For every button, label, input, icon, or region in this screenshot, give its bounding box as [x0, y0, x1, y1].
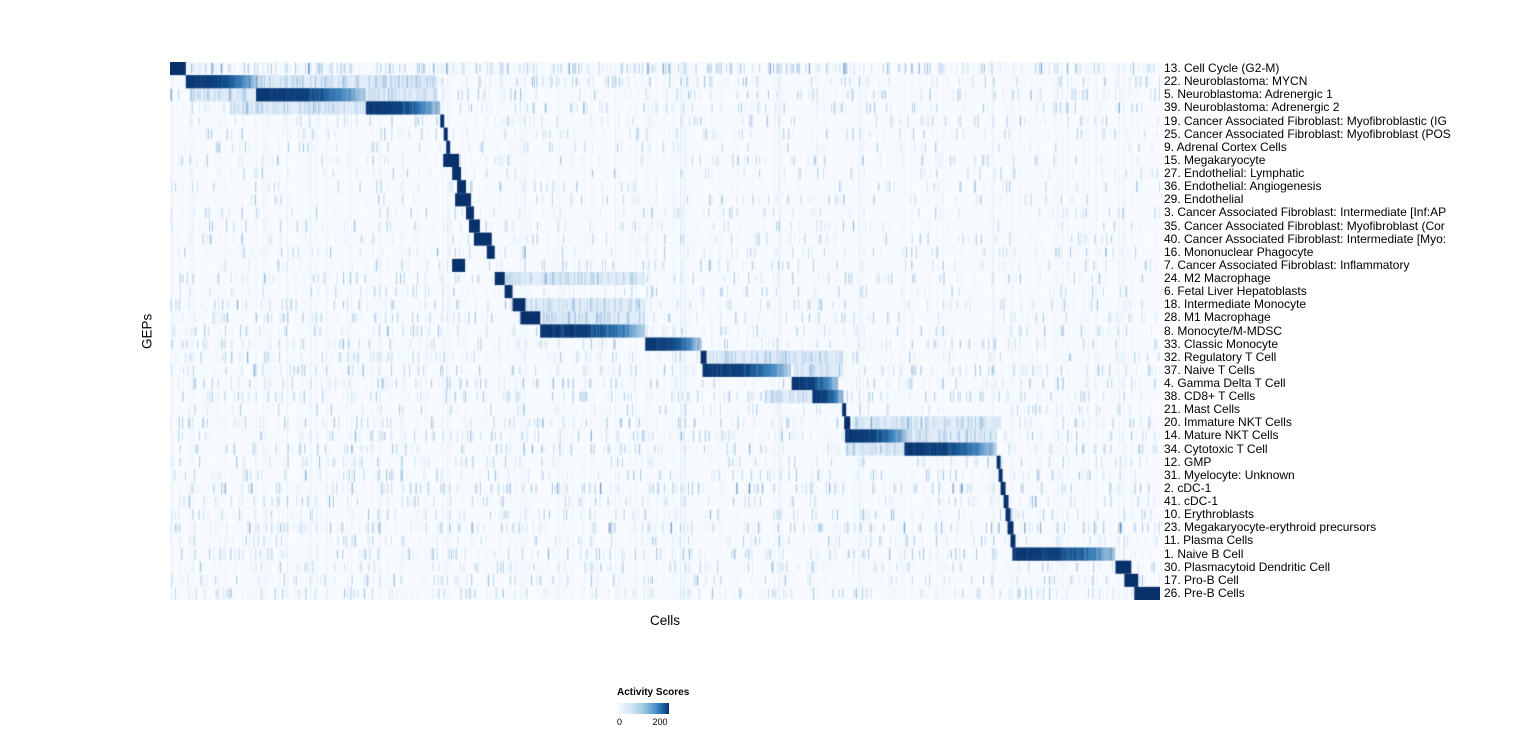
heatmap-canvas: [170, 62, 1160, 600]
row-label: 19. Cancer Associated Fibroblast: Myofib…: [1164, 113, 1447, 128]
row-label: 13. Cell Cycle (G2-M): [1164, 61, 1280, 76]
legend: Activity Scores 0 200: [617, 687, 757, 729]
row-label: 26. Pre-B Cells: [1164, 585, 1245, 600]
row-label: 14. Mature NKT Cells: [1164, 428, 1279, 443]
row-label: 15. Megakaryocyte: [1164, 152, 1266, 167]
row-label: 23. Megakaryocyte-erythroid precursors: [1164, 520, 1377, 535]
row-label: 37. Naive T Cells: [1164, 362, 1255, 377]
row-label: 18. Intermediate Monocyte: [1164, 297, 1307, 312]
row-labels: 13. Cell Cycle (G2-M) 22. Neuroblastoma: …: [1164, 62, 1540, 600]
row-label: 34. Cytotoxic T Cell: [1164, 441, 1268, 456]
row-label: 8. Monocyte/M-MDSC: [1164, 323, 1283, 338]
row-label: 10. Erythroblasts: [1164, 507, 1255, 522]
row-label: 11. Plasma Cells: [1164, 533, 1254, 548]
row-label: 20. Immature NKT Cells: [1164, 415, 1292, 430]
row-label: 33. Classic Monocyte: [1164, 336, 1279, 351]
row-label: 21. Mast Cells: [1164, 402, 1241, 417]
legend-min-label: 0: [617, 717, 623, 727]
row-label: 25. Cancer Associated Fibroblast: Myofib…: [1164, 126, 1451, 141]
x-axis-label: Cells: [649, 613, 680, 628]
row-label: 12. GMP: [1164, 454, 1212, 469]
row-label: 3. Cancer Associated Fibroblast: Interme…: [1164, 205, 1447, 220]
row-label: 32. Regulatory T Cell: [1164, 349, 1277, 364]
row-label: 41. cDC-1: [1164, 494, 1219, 509]
row-label: 6. Fetal Liver Hepatoblasts: [1164, 284, 1307, 299]
row-label: 36. Endothelial: Angiogenesis: [1164, 179, 1322, 194]
y-axis-label: GEPs: [139, 313, 155, 349]
row-label: 4. Gamma Delta T Cell: [1164, 375, 1286, 390]
row-label: 31. Myelocyte: Unknown: [1164, 467, 1295, 482]
row-label: 30. Plasmacytoid Dendritic Cell: [1164, 559, 1331, 574]
legend-title: Activity Scores: [617, 687, 690, 698]
row-label: 1. Naive B Cell: [1164, 546, 1244, 561]
row-label: 24. M2 Macrophage: [1164, 271, 1271, 285]
row-label: 39. Neuroblastoma: Adrenergic 2: [1164, 100, 1340, 115]
row-label: 40. Cancer Associated Fibroblast: Interm…: [1164, 231, 1447, 246]
row-label: 9. Adrenal Cortex Cells: [1164, 139, 1287, 154]
row-label: 5. Neuroblastoma: Adrenergic 1: [1164, 87, 1333, 102]
row-label: 27. Endothelial: Lymphatic: [1164, 166, 1305, 181]
row-label: 17. Pro-B Cell: [1164, 572, 1239, 587]
row-label: 22. Neuroblastoma: MYCN: [1164, 74, 1308, 89]
legend-gradient-bar: [617, 703, 669, 714]
row-label: 35. Cancer Associated Fibroblast: Myofib…: [1164, 218, 1445, 233]
row-label: 29. Endothelial: [1164, 192, 1244, 207]
row-label: 2. cDC-1: [1164, 480, 1212, 495]
row-label: 7. Cancer Associated Fibroblast: Inflamm…: [1164, 257, 1410, 272]
row-label: 38. CD8+ T Cells: [1164, 389, 1256, 404]
row-label: 28. M1 Macrophage: [1164, 310, 1271, 325]
legend-ticks: 0 200: [617, 717, 757, 729]
legend-max-label: 200: [652, 717, 668, 727]
row-label: 16. Mononuclear Phagocyte: [1164, 244, 1314, 259]
